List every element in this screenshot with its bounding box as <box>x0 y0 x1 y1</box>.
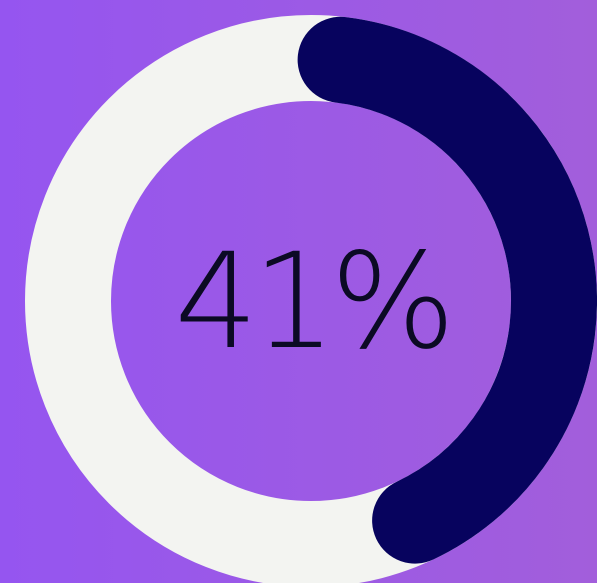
progress-ring-fill <box>25 15 597 583</box>
progress-percentage-label: 41% <box>174 225 455 379</box>
